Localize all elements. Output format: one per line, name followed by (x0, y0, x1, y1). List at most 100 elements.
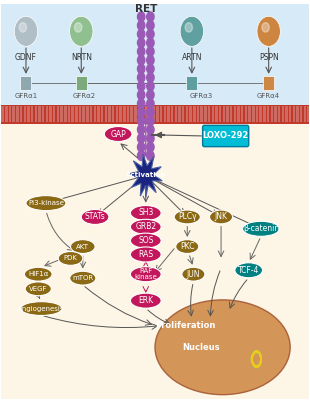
Text: β-catenin: β-catenin (243, 224, 279, 233)
Circle shape (19, 23, 27, 32)
Ellipse shape (104, 126, 132, 142)
Text: NRTN: NRTN (71, 53, 92, 62)
Text: Nucleus: Nucleus (182, 343, 220, 352)
Text: AKT: AKT (76, 244, 89, 250)
Bar (49, 106, 52, 122)
Bar (197, 106, 199, 122)
Bar (308, 106, 310, 122)
Bar (186, 106, 188, 122)
Circle shape (138, 134, 145, 143)
Bar (219, 106, 221, 122)
Ellipse shape (182, 267, 205, 281)
Bar (186, 76, 197, 90)
Bar (53, 106, 55, 122)
Bar (76, 76, 87, 90)
Text: RET: RET (135, 4, 157, 14)
Ellipse shape (26, 196, 66, 211)
Text: PKC: PKC (180, 242, 194, 251)
Text: GFRα4: GFRα4 (257, 92, 280, 98)
Bar (263, 106, 266, 122)
Circle shape (138, 21, 145, 30)
Ellipse shape (81, 210, 109, 224)
Text: GFRα1: GFRα1 (14, 92, 38, 98)
Circle shape (147, 90, 154, 100)
Bar (71, 106, 74, 122)
Text: PSPN: PSPN (259, 53, 279, 62)
Circle shape (138, 142, 145, 152)
Text: SOS: SOS (138, 236, 153, 245)
Circle shape (147, 134, 154, 143)
Circle shape (147, 142, 154, 152)
Bar (27, 106, 30, 122)
Bar (164, 106, 166, 122)
Ellipse shape (70, 271, 96, 285)
Bar (104, 106, 107, 122)
Circle shape (147, 108, 154, 117)
FancyBboxPatch shape (203, 125, 249, 147)
Text: PDK: PDK (64, 256, 78, 262)
Circle shape (180, 16, 204, 46)
Circle shape (138, 56, 145, 65)
Bar (285, 106, 288, 122)
Bar (86, 106, 89, 122)
Circle shape (147, 151, 154, 160)
Bar (248, 106, 251, 122)
Circle shape (74, 23, 82, 32)
Bar (145, 106, 148, 122)
Bar (230, 106, 232, 122)
Bar (267, 106, 269, 122)
Ellipse shape (235, 263, 263, 278)
Bar (281, 106, 284, 122)
Bar (31, 106, 33, 122)
Bar (131, 106, 133, 122)
Text: TCF-4: TCF-4 (238, 266, 259, 275)
Ellipse shape (25, 282, 51, 296)
Ellipse shape (131, 233, 161, 248)
Ellipse shape (155, 300, 290, 395)
Circle shape (138, 47, 145, 56)
Bar (160, 106, 162, 122)
Bar (112, 106, 114, 122)
Bar (75, 106, 78, 122)
Bar (35, 106, 37, 122)
Circle shape (138, 151, 145, 160)
Bar (97, 106, 100, 122)
Bar (12, 106, 15, 122)
Ellipse shape (242, 221, 279, 236)
Text: Proliferation: Proliferation (156, 321, 216, 330)
Ellipse shape (70, 240, 95, 254)
Ellipse shape (131, 206, 161, 220)
Circle shape (147, 56, 154, 65)
Bar (304, 106, 306, 122)
Circle shape (138, 116, 145, 126)
Text: Angiogenesis: Angiogenesis (18, 306, 64, 312)
Circle shape (147, 82, 154, 91)
Bar (223, 106, 225, 122)
Circle shape (147, 29, 154, 39)
Bar (119, 106, 122, 122)
Ellipse shape (58, 252, 83, 265)
Text: STATs: STATs (85, 212, 105, 222)
Bar (5, 106, 7, 122)
Text: JNK: JNK (215, 212, 228, 222)
Bar (182, 106, 184, 122)
Bar (193, 106, 196, 122)
Text: SH3: SH3 (138, 208, 153, 218)
Circle shape (185, 23, 193, 32)
Circle shape (138, 38, 145, 48)
Text: mTOR: mTOR (72, 275, 93, 281)
Bar (68, 106, 70, 122)
Bar (289, 106, 291, 122)
Bar (241, 106, 243, 122)
Bar (300, 106, 303, 122)
Bar (101, 106, 104, 122)
Bar (108, 106, 111, 122)
Ellipse shape (20, 302, 62, 316)
Bar (201, 106, 203, 122)
Circle shape (147, 12, 154, 22)
Circle shape (147, 125, 154, 134)
Ellipse shape (24, 267, 52, 281)
Text: VEGF: VEGF (29, 286, 47, 292)
Bar (1, 4, 309, 122)
Bar (134, 106, 137, 122)
